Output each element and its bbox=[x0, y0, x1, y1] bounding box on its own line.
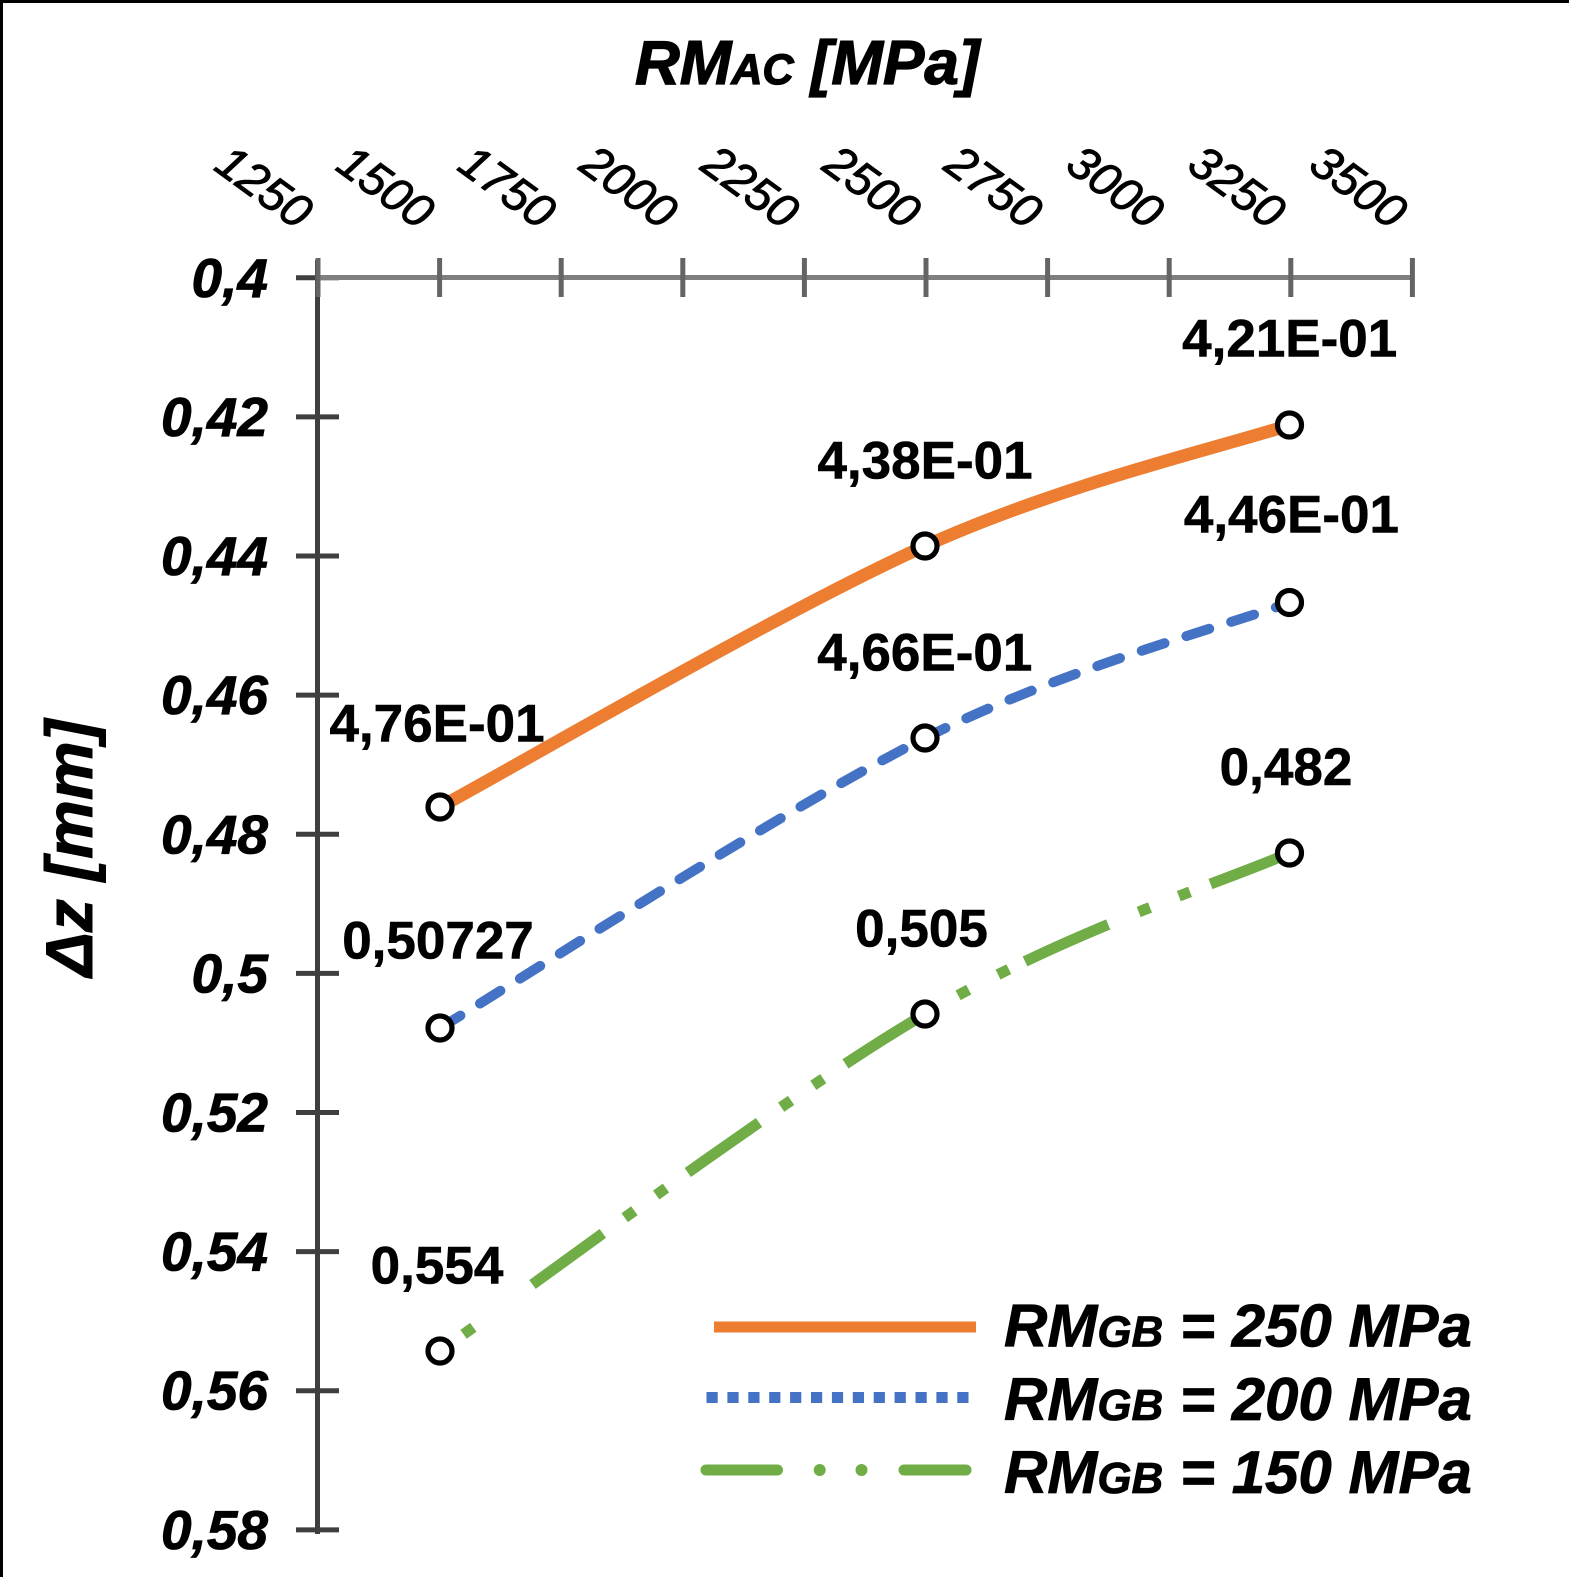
svg-text:0,44: 0,44 bbox=[161, 525, 268, 587]
svg-text:0,58: 0,58 bbox=[161, 1499, 268, 1561]
svg-text:0,46: 0,46 bbox=[161, 664, 268, 726]
svg-text:0,56: 0,56 bbox=[161, 1360, 268, 1422]
svg-text:0,54: 0,54 bbox=[161, 1221, 268, 1283]
svg-text:4,38E-01: 4,38E-01 bbox=[817, 432, 1032, 491]
svg-text:4,76E-01: 4,76E-01 bbox=[329, 695, 544, 754]
svg-text:4,66E-01: 4,66E-01 bbox=[817, 624, 1032, 683]
svg-text:4,21E-01: 4,21E-01 bbox=[1182, 310, 1397, 369]
svg-text:RMAC [MPa]: RMAC [MPa] bbox=[635, 29, 982, 98]
svg-text:0,52: 0,52 bbox=[161, 1082, 268, 1144]
svg-text:0,5: 0,5 bbox=[192, 942, 270, 1004]
svg-text:0,4: 0,4 bbox=[192, 247, 268, 309]
svg-text:0,50727: 0,50727 bbox=[342, 912, 534, 971]
svg-text:RMGB = 150 MPa: RMGB = 150 MPa bbox=[1004, 1439, 1472, 1506]
svg-text:4,46E-01: 4,46E-01 bbox=[1184, 486, 1399, 545]
svg-text:RMGB = 200 MPa: RMGB = 200 MPa bbox=[1004, 1366, 1472, 1433]
svg-text:RMGB = 250 MPa: RMGB = 250 MPa bbox=[1004, 1293, 1472, 1360]
svg-text:0,48: 0,48 bbox=[161, 803, 268, 865]
svg-text:0,42: 0,42 bbox=[161, 386, 268, 448]
svg-text:0,505: 0,505 bbox=[855, 900, 988, 959]
svg-text:Δz [mm]: Δz [mm] bbox=[32, 717, 106, 979]
svg-text:0,482: 0,482 bbox=[1220, 738, 1353, 797]
svg-text:0,554: 0,554 bbox=[371, 1237, 504, 1296]
